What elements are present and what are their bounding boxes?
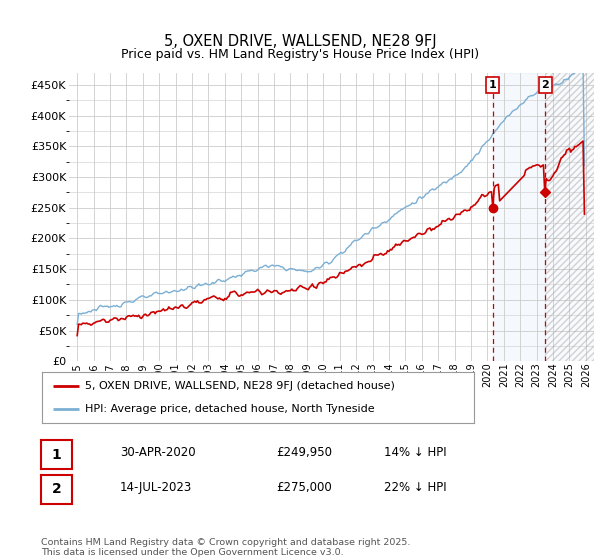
Text: £249,950: £249,950 [276, 446, 332, 459]
Bar [545, 73, 594, 361]
Bar [545, 73, 594, 361]
Text: 2: 2 [52, 482, 61, 496]
Text: 1: 1 [489, 80, 497, 90]
Text: 5, OXEN DRIVE, WALLSEND, NE28 9FJ: 5, OXEN DRIVE, WALLSEND, NE28 9FJ [164, 34, 436, 49]
Text: £275,000: £275,000 [276, 480, 332, 494]
Text: 22% ↓ HPI: 22% ↓ HPI [384, 480, 446, 494]
Text: 1: 1 [52, 448, 61, 461]
Text: HPI: Average price, detached house, North Tyneside: HPI: Average price, detached house, Nort… [85, 404, 375, 414]
Text: Price paid vs. HM Land Registry's House Price Index (HPI): Price paid vs. HM Land Registry's House … [121, 48, 479, 60]
Text: 30-APR-2020: 30-APR-2020 [120, 446, 196, 459]
Text: 5, OXEN DRIVE, WALLSEND, NE28 9FJ (detached house): 5, OXEN DRIVE, WALLSEND, NE28 9FJ (detac… [85, 381, 395, 391]
Bar [493, 73, 545, 361]
Text: Contains HM Land Registry data © Crown copyright and database right 2025.
This d: Contains HM Land Registry data © Crown c… [41, 538, 410, 557]
Text: 14% ↓ HPI: 14% ↓ HPI [384, 446, 446, 459]
Text: 14-JUL-2023: 14-JUL-2023 [120, 480, 192, 494]
Text: 2: 2 [542, 80, 550, 90]
